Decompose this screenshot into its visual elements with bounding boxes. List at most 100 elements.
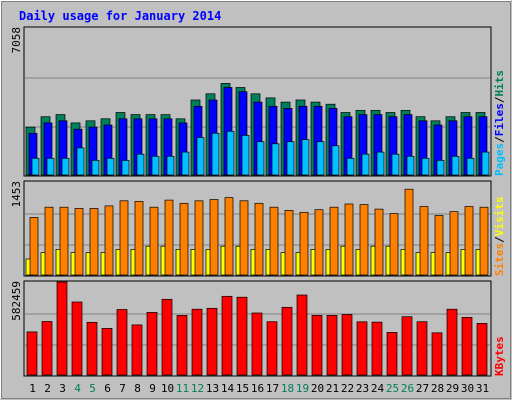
- x-tick-label-7: 7: [119, 382, 126, 395]
- bar-kbytes-14: [221, 295, 233, 376]
- bar-kbytes-5: [86, 321, 98, 376]
- bar-pages-10: [166, 155, 175, 176]
- bar-sites-8: [134, 201, 144, 276]
- bar-kbytes-8: [131, 324, 143, 376]
- bar-pages-9: [151, 155, 160, 176]
- x-tick-label-21: 21: [326, 382, 339, 395]
- bar-kbytes-21: [326, 315, 338, 376]
- bar-pages-24: [376, 151, 385, 176]
- bar-pages-30: [466, 157, 475, 176]
- x-tick-label-24: 24: [371, 382, 385, 395]
- bar-kbytes-7: [116, 309, 128, 376]
- bar-sites-14: [224, 197, 234, 276]
- bar-sites-17: [269, 206, 279, 276]
- bar-pages-5: [91, 160, 100, 176]
- bar-kbytes-25: [386, 332, 398, 376]
- bar-pages-11: [181, 151, 190, 176]
- bar-kbytes-17: [266, 321, 278, 376]
- x-tick-label-6: 6: [104, 382, 111, 395]
- x-tick-label-30: 30: [461, 382, 474, 395]
- bar-sites-13: [209, 199, 219, 276]
- x-tick-label-1: 1: [29, 382, 36, 395]
- x-axis-labels: 1 2 3 4 5 6 7 8 9 10 11 12 13 14 15 16 17 18 19 20 21 22 23 24 2…: [29, 382, 489, 395]
- bar-sites-30: [464, 206, 474, 276]
- bar-sites-10: [164, 199, 174, 276]
- bar-kbytes-23: [356, 321, 368, 376]
- bar-sites-9: [149, 206, 159, 276]
- bar-pages-19: [301, 139, 310, 176]
- x-tick-label-3: 3: [59, 382, 66, 395]
- bar-sites-29: [449, 211, 459, 276]
- bar-pages-21: [331, 145, 340, 176]
- y-max-label-hits: 7058: [10, 27, 23, 54]
- y-max-label-kbytes: 582459: [10, 281, 23, 321]
- bar-sites-6: [104, 205, 114, 276]
- bar-kbytes-30: [461, 317, 473, 376]
- x-tick-label-25: 25: [386, 382, 399, 395]
- x-tick-label-8: 8: [134, 382, 141, 395]
- bar-sites-26: [404, 188, 414, 276]
- bevel-dark: [1, 1, 511, 399]
- bar-sites-2: [44, 206, 54, 276]
- bar-kbytes-28: [431, 332, 443, 376]
- bar-kbytes-6: [101, 328, 113, 376]
- x-tick-label-29: 29: [446, 382, 459, 395]
- bar-kbytes-18: [281, 306, 293, 376]
- x-tick-label-27: 27: [416, 382, 429, 395]
- bar-kbytes-1: [26, 331, 38, 376]
- bar-sites-4: [74, 208, 84, 276]
- legend-files: Files: [493, 103, 506, 136]
- legend-sep-2: /: [493, 96, 506, 103]
- bar-pages-12: [196, 137, 205, 176]
- x-tick-label-19: 19: [296, 382, 309, 395]
- x-tick-label-20: 20: [311, 382, 324, 395]
- x-tick-label-31: 31: [476, 382, 489, 395]
- bar-pages-23: [361, 153, 370, 176]
- bar-pages-1: [31, 157, 40, 176]
- bar-pages-18: [286, 141, 295, 176]
- bar-pages-31: [481, 151, 490, 176]
- bar-kbytes-31: [476, 323, 488, 376]
- bar-pages-28: [436, 160, 445, 176]
- x-tick-label-9: 9: [149, 382, 156, 395]
- x-tick-label-2: 2: [44, 382, 51, 395]
- bar-sites-21: [329, 206, 339, 276]
- bar-sites-24: [374, 208, 384, 276]
- bar-sites-25: [389, 213, 399, 276]
- x-tick-label-13: 13: [206, 382, 219, 395]
- bar-kbytes-3: [56, 281, 68, 376]
- bar-kbytes-22: [341, 314, 353, 376]
- chart-bars: [25, 77, 490, 376]
- bar-sites-22: [344, 203, 354, 276]
- bar-kbytes-27: [416, 321, 428, 376]
- bar-pages-27: [421, 157, 430, 176]
- bar-kbytes-12: [191, 308, 203, 376]
- legend-pages: Pages: [493, 143, 506, 176]
- bar-kbytes-10: [161, 298, 173, 376]
- legend-kbytes-wrap: KBytes: [493, 336, 506, 376]
- bar-sites-11: [179, 202, 189, 276]
- bar-sites-16: [254, 202, 264, 276]
- legend-visits: Visits: [493, 197, 506, 237]
- legend-hits-files-pages: Pages/Files/Hits: [493, 70, 506, 176]
- x-tick-label-17: 17: [266, 382, 279, 395]
- x-tick-label-11: 11: [176, 382, 189, 395]
- bar-pages-15: [241, 135, 250, 176]
- bar-sites-23: [359, 204, 369, 276]
- bar-kbytes-13: [206, 307, 218, 376]
- bar-kbytes-11: [176, 315, 188, 376]
- bar-kbytes-15: [236, 296, 248, 376]
- bar-pages-7: [121, 160, 130, 176]
- chart-title: Daily usage for January 2014: [19, 9, 221, 23]
- bar-pages-29: [451, 155, 460, 176]
- x-tick-label-22: 22: [341, 382, 354, 395]
- bar-pages-20: [316, 141, 325, 176]
- x-tick-label-23: 23: [356, 382, 369, 395]
- bar-pages-17: [271, 143, 280, 176]
- bar-pages-8: [136, 153, 145, 176]
- bar-kbytes-19: [296, 294, 308, 376]
- x-tick-label-14: 14: [221, 382, 235, 395]
- bar-sites-20: [314, 209, 324, 276]
- x-tick-label-10: 10: [161, 382, 174, 395]
